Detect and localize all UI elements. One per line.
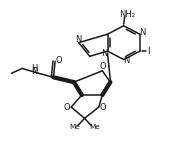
Text: N: N: [75, 35, 81, 44]
Text: H: H: [32, 64, 38, 73]
Text: N: N: [123, 56, 129, 65]
Text: O: O: [63, 103, 70, 112]
Text: O: O: [56, 56, 63, 65]
Text: N: N: [139, 28, 146, 37]
Text: Me: Me: [90, 124, 100, 130]
Text: N: N: [32, 67, 38, 76]
Text: N: N: [101, 49, 108, 58]
Text: O: O: [100, 103, 107, 112]
Text: O: O: [100, 62, 107, 71]
Text: I: I: [147, 47, 150, 56]
Text: NH₂: NH₂: [119, 10, 135, 19]
Text: Me: Me: [69, 124, 80, 130]
